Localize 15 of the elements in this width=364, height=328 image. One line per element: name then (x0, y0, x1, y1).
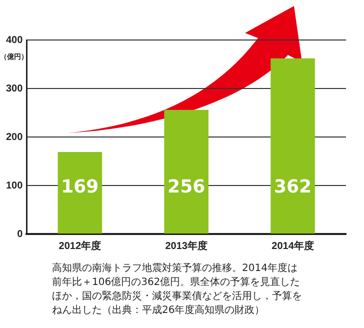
bar (270, 58, 315, 234)
y-tick-label: 400 (6, 34, 24, 46)
x-tick-label: 2012年度 (58, 240, 102, 252)
x-tick-label: 2014年度 (272, 240, 314, 252)
bar (164, 110, 208, 234)
y-tick-label: 100 (6, 180, 24, 192)
y-tick-label: 0 (17, 228, 24, 240)
x-tick-label: 2013年度 (165, 240, 208, 252)
bar (58, 152, 102, 234)
data-label: 256 (168, 176, 206, 198)
y-tick-label: 300 (6, 83, 24, 94)
text: 高知県の南海トラフ地震対策予算の推移。2014年度は前年比＋106億円の362億円。県全体の予算を見直したほか，国の緊急防災・減災事業債などを活用し，予算をねん出した（出典：平成26年度高知県の財政） (52, 262, 302, 318)
data-label: 362 (274, 176, 312, 198)
y-tick-label: 200 (6, 132, 24, 143)
data-label: 169 (61, 176, 99, 198)
